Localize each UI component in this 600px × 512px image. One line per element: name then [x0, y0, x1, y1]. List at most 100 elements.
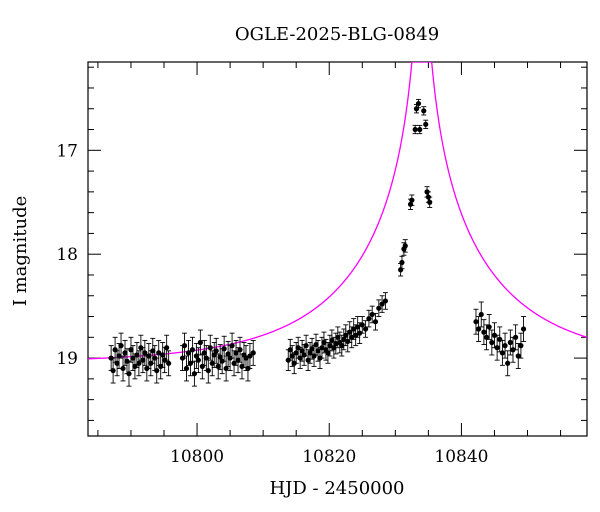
point-marker	[136, 360, 142, 366]
point-marker	[478, 311, 484, 318]
data-point	[120, 355, 126, 382]
point-marker	[518, 343, 524, 349]
point-marker	[150, 348, 156, 354]
point-marker	[515, 353, 521, 359]
point-marker	[250, 350, 256, 356]
point-marker	[520, 326, 527, 332]
point-marker	[327, 343, 333, 349]
point-marker	[473, 319, 479, 325]
x-tick-label: 10800	[170, 447, 224, 467]
point-marker	[343, 332, 349, 338]
point-marker	[423, 121, 429, 127]
point-marker	[417, 126, 423, 133]
data-point	[520, 316, 527, 342]
data-point	[473, 308, 479, 335]
point-marker	[319, 345, 325, 351]
point-marker	[402, 243, 408, 249]
y-tick-label: 18	[56, 245, 78, 265]
chart-title: OGLE-2025-BLG-0849	[235, 24, 439, 45]
point-marker	[287, 347, 293, 353]
point-marker	[427, 199, 433, 205]
point-marker	[372, 319, 379, 325]
point-marker	[299, 348, 305, 354]
point-marker	[507, 339, 513, 346]
data-point	[185, 339, 192, 366]
x-tick-label: 10840	[434, 447, 488, 467]
point-marker	[347, 329, 353, 335]
data-point	[476, 316, 482, 342]
point-marker	[491, 332, 498, 338]
data-point	[421, 106, 427, 116]
x-tick-label: 10820	[302, 447, 356, 467]
point-marker	[303, 343, 309, 349]
data-point	[409, 194, 415, 206]
point-marker	[126, 371, 132, 377]
data-point	[513, 324, 519, 351]
data-point	[195, 347, 201, 374]
point-marker	[195, 357, 201, 363]
point-marker	[116, 353, 122, 359]
point-marker	[513, 334, 519, 340]
point-marker	[321, 339, 327, 346]
point-marker	[355, 324, 361, 330]
point-marker	[359, 322, 365, 328]
point-marker	[120, 365, 126, 372]
point-marker	[128, 347, 134, 353]
point-marker	[183, 365, 190, 372]
data-point	[489, 329, 495, 356]
point-marker	[369, 311, 375, 318]
point-marker	[146, 353, 152, 359]
point-marker	[189, 347, 196, 353]
point-marker	[366, 316, 372, 322]
point-marker	[235, 357, 241, 363]
point-marker	[362, 326, 369, 332]
point-marker	[110, 367, 116, 374]
point-marker	[181, 343, 188, 349]
point-marker	[293, 350, 299, 356]
data-point	[359, 316, 365, 334]
point-marker	[376, 305, 382, 311]
point-marker	[305, 357, 311, 363]
point-marker	[421, 108, 427, 114]
point-marker	[329, 337, 335, 344]
model-line	[88, 62, 587, 360]
data-point	[183, 355, 190, 382]
data-point	[372, 312, 379, 331]
point-marker	[217, 354, 223, 360]
point-marker	[341, 336, 347, 342]
point-marker	[476, 326, 482, 332]
point-marker	[353, 332, 359, 338]
point-marker	[333, 340, 339, 347]
point-marker	[191, 371, 198, 377]
point-marker	[164, 345, 170, 351]
point-marker	[122, 350, 128, 356]
point-marker	[486, 324, 492, 330]
y-axis-label: I magnitude	[10, 196, 31, 307]
point-marker	[494, 345, 500, 351]
data-point	[415, 98, 422, 109]
data-point	[481, 319, 487, 346]
data-point	[213, 337, 219, 364]
data-point	[303, 334, 309, 357]
data-point	[243, 345, 249, 371]
data-point	[250, 339, 256, 366]
data-point	[494, 334, 500, 361]
data-point	[231, 350, 237, 377]
point-marker	[382, 298, 389, 304]
point-marker	[379, 301, 385, 307]
point-marker	[197, 339, 203, 346]
point-marker	[213, 348, 219, 354]
data-point	[399, 255, 405, 270]
point-marker	[185, 350, 192, 356]
point-marker	[207, 345, 213, 351]
point-marker	[505, 360, 511, 366]
point-marker	[489, 339, 495, 346]
point-marker	[166, 360, 172, 366]
data-point	[382, 292, 389, 310]
data-point	[376, 299, 382, 317]
point-marker	[412, 126, 418, 133]
point-marker	[349, 334, 355, 340]
data-point	[366, 309, 372, 328]
